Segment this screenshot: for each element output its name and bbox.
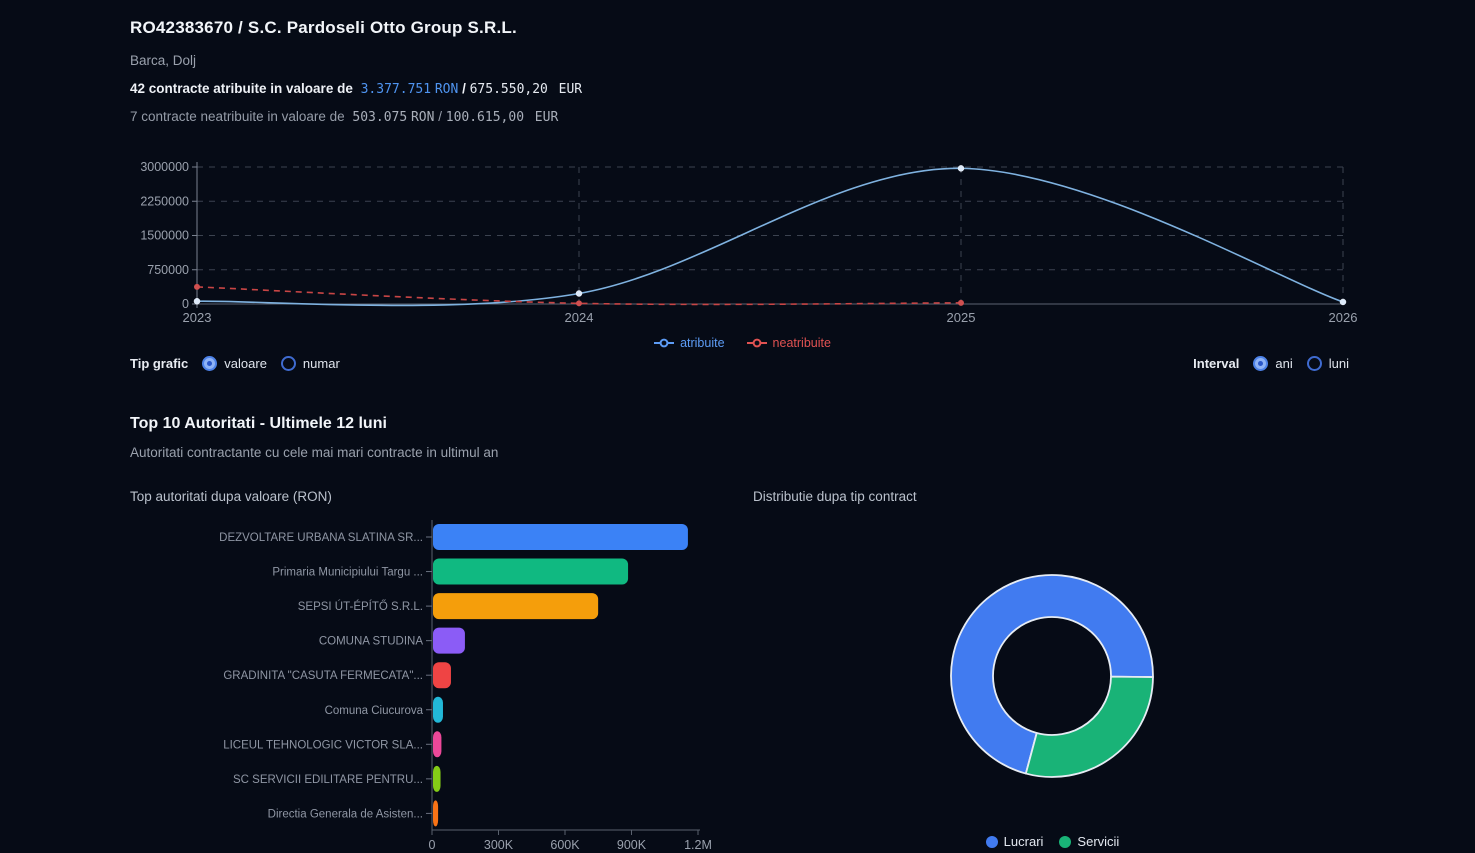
svg-text:1.2M: 1.2M [684, 838, 712, 852]
top-authorities-bar-chart: 0 300K 600K 900K 1.2M DEZVOLTARE URBANA SLATI… [219, 520, 712, 852]
radio-label-luni: luni [1328, 356, 1349, 371]
top10-section-subtitle: Autoritati contractante cu cele mai mari… [130, 445, 499, 460]
radio-option-ani[interactable]: ani [1253, 356, 1293, 371]
unawarded-eur-currency: EUR [534, 110, 559, 125]
svg-text:SC SERVICII EDILITARE PENTRU..: SC SERVICII EDILITARE PENTRU... [233, 774, 423, 786]
svg-text:Directia Generala de Asisten..: Directia Generala de Asisten... [268, 808, 423, 820]
unawarded-prefix: 7 contracte neatribuite in valoare de [130, 109, 345, 124]
lucrari-color-dot-icon [985, 835, 998, 848]
radio-label-ani: ani [1275, 356, 1293, 371]
svg-text:1500000: 1500000 [140, 229, 189, 243]
svg-text:0: 0 [182, 297, 189, 311]
svg-text:Comuna Ciucurova: Comuna Ciucurova [325, 705, 424, 717]
legend-item-atribuite[interactable]: atribuite [654, 336, 725, 350]
svg-text:600K: 600K [550, 838, 580, 852]
atribuite-line-marker-icon [654, 338, 675, 348]
svg-text:2250000: 2250000 [140, 194, 189, 208]
legend-item-lucrari[interactable]: Lucrari [985, 834, 1044, 849]
svg-text:DEZVOLTARE URBANA SLATINA SR..: DEZVOLTARE URBANA SLATINA SR... [219, 532, 423, 544]
legend-label-atribuite: atribuite [680, 336, 725, 350]
svg-text:0: 0 [429, 838, 436, 852]
awarded-ron-currency: RON [434, 82, 459, 97]
bar-chart-title: Top autoritati dupa valoare (RON) [130, 489, 332, 504]
awarded-separator: / [462, 81, 466, 96]
unawarded-contracts-stat: 7 contracte neatribuite in valoare de 50… [130, 109, 558, 125]
unawarded-ron-value: 503.075 [352, 110, 408, 125]
svg-text:3000000: 3000000 [140, 160, 189, 174]
svg-text:2023: 2023 [183, 310, 212, 325]
neatribuite-line-marker-icon [746, 338, 767, 348]
donut-chart-legend: Lucrari Servicii [935, 834, 1170, 849]
radio-label-valoare: valoare [224, 356, 267, 371]
svg-text:750000: 750000 [147, 263, 189, 277]
awarded-eur-currency: EUR [558, 82, 583, 97]
svg-text:GRADINITA "CASUTA FERMECATA"..: GRADINITA "CASUTA FERMECATA"... [223, 670, 423, 682]
radio-option-luni[interactable]: luni [1306, 356, 1349, 371]
company-location: Barca, Dolj [130, 53, 197, 68]
page-title: RO42383670 / S.C. Pardoseli Otto Group S… [130, 18, 517, 37]
legend-label-neatribuite: neatribuite [772, 336, 831, 350]
unawarded-separator: / [438, 109, 442, 124]
svg-text:Primaria Municipiului Targu ..: Primaria Municipiului Targu ... [272, 567, 423, 579]
svg-text:300K: 300K [484, 838, 514, 852]
line-chart-legend: atribuite neatribuite [120, 336, 1365, 350]
tip-grafic-radio-group: Tip grafic valoare numar [130, 356, 340, 371]
unawarded-eur-value: 100.615,00 [445, 110, 525, 125]
value-timeline-chart: 0 750000 1500000 2250000 3000000 2023 2024 2025… [140, 160, 1358, 325]
radio-option-numar[interactable]: numar [280, 356, 340, 371]
svg-text:SEPSI ÚT-ÉPÍTŐ S.R.L.: SEPSI ÚT-ÉPÍTŐ S.R.L. [298, 599, 423, 613]
servicii-color-dot-icon [1059, 835, 1072, 848]
legend-label-lucrari: Lucrari [1003, 834, 1044, 849]
legend-item-neatribuite[interactable]: neatribuite [746, 336, 831, 350]
unawarded-ron-currency: RON [410, 110, 435, 125]
radio-option-valoare[interactable]: valoare [202, 356, 267, 371]
svg-text:2025: 2025 [947, 310, 976, 325]
interval-radio-group: Interval ani luni [1193, 356, 1349, 371]
svg-text:COMUNA STUDINA: COMUNA STUDINA [319, 636, 423, 648]
radio-label-numar: numar [302, 356, 340, 371]
svg-text:2026: 2026 [1329, 310, 1358, 325]
legend-label-servicii: Servicii [1077, 834, 1120, 849]
radio-numar[interactable] [280, 356, 296, 371]
svg-text:900K: 900K [617, 838, 647, 852]
awarded-eur-value: 675.550,20 [469, 82, 548, 97]
legend-item-servicii[interactable]: Servicii [1059, 834, 1119, 849]
awarded-ron-value: 3.377.751 [360, 82, 432, 97]
svg-text:2024: 2024 [565, 310, 594, 325]
donut-chart-title: Distributie dupa tip contract [753, 489, 917, 504]
tip-grafic-label: Tip grafic [130, 356, 189, 371]
radio-ani-selected[interactable] [1253, 356, 1269, 371]
interval-label: Interval [1193, 356, 1240, 371]
svg-text:LICEUL TEHNOLOGIC VICTOR SLA..: LICEUL TEHNOLOGIC VICTOR SLA... [223, 739, 423, 751]
radio-luni[interactable] [1306, 356, 1322, 371]
awarded-contracts-stat: 42 contracte atribuite in valoare de 3.3… [130, 81, 582, 97]
radio-valoare-selected[interactable] [202, 356, 218, 371]
awarded-prefix: 42 contracte atribuite in valoare de [130, 81, 353, 96]
contract-type-donut-chart [950, 574, 1154, 778]
top10-section-title: Top 10 Autoritati - Ultimele 12 luni [130, 415, 387, 432]
